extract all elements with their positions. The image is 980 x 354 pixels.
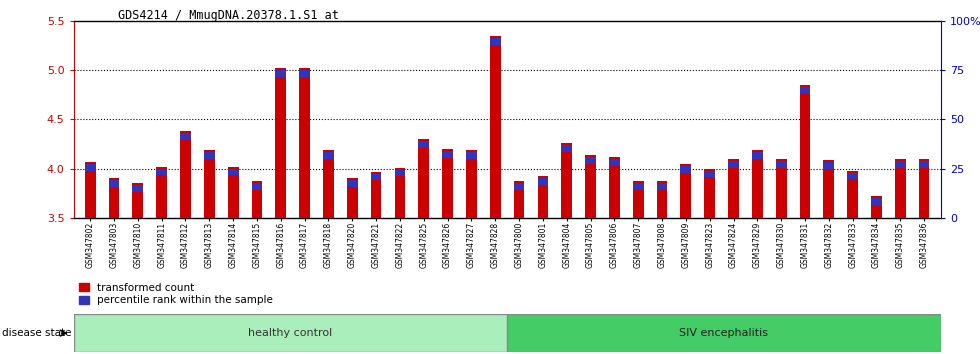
Bar [74,314,508,352]
Bar [919,161,929,167]
Bar [585,155,596,218]
Bar [609,157,619,218]
Bar [728,161,739,167]
Bar [823,162,834,169]
Bar [395,167,406,218]
Bar [132,183,143,218]
Bar [299,70,310,77]
Bar [609,159,619,166]
Bar [323,150,334,218]
Bar [752,150,762,218]
Bar [109,181,120,187]
Bar [370,172,381,218]
Bar [442,151,453,158]
Bar [823,160,834,218]
Bar [514,181,524,218]
Bar [800,87,810,94]
Bar [85,164,95,171]
Bar [370,173,381,181]
Bar [800,85,810,218]
Bar [299,68,310,218]
Bar [728,159,739,218]
Bar [871,198,882,205]
Text: healthy control: healthy control [248,328,332,338]
Text: SIV encephalitis: SIV encephalitis [679,328,768,338]
Bar [466,150,477,218]
Bar [395,170,406,176]
Bar [537,178,548,185]
Bar [514,183,524,190]
Bar [227,169,238,176]
Bar [180,131,191,218]
Text: GDS4214 / MmugDNA.20378.1.S1_at: GDS4214 / MmugDNA.20378.1.S1_at [118,9,338,22]
Bar [776,159,787,218]
Bar [252,183,263,190]
Bar [705,169,715,218]
Bar [204,150,215,218]
Bar [848,172,858,179]
Bar [275,68,286,218]
Bar [252,181,263,218]
Bar [323,152,334,159]
Bar [275,70,286,77]
Bar [204,152,215,159]
Bar [752,152,762,159]
Legend: transformed count, percentile rank within the sample: transformed count, percentile rank withi… [78,282,273,305]
Bar [705,171,715,177]
Bar [562,145,572,152]
Bar [180,133,191,140]
Bar [418,139,429,218]
Bar [156,169,167,176]
Bar [633,183,644,190]
Bar [895,159,906,218]
Bar [895,161,906,167]
Bar [919,159,929,218]
Bar [347,181,358,187]
Bar [633,181,644,218]
Bar [657,183,667,190]
Bar [490,38,501,45]
Bar [848,171,858,218]
Bar [585,157,596,164]
Bar [657,181,667,218]
Bar [680,164,691,218]
Bar [871,196,882,218]
Bar [227,167,238,218]
Bar [508,314,941,352]
Bar [156,167,167,218]
Bar [85,162,95,218]
Bar [109,178,120,218]
Bar [680,166,691,172]
Bar [537,176,548,218]
Text: disease state: disease state [2,328,72,338]
Bar [418,141,429,148]
Bar [562,143,572,218]
Bar [347,178,358,218]
Bar [466,152,477,159]
Bar [442,149,453,218]
Bar [776,161,787,167]
Bar [490,36,501,218]
Bar [132,185,143,192]
